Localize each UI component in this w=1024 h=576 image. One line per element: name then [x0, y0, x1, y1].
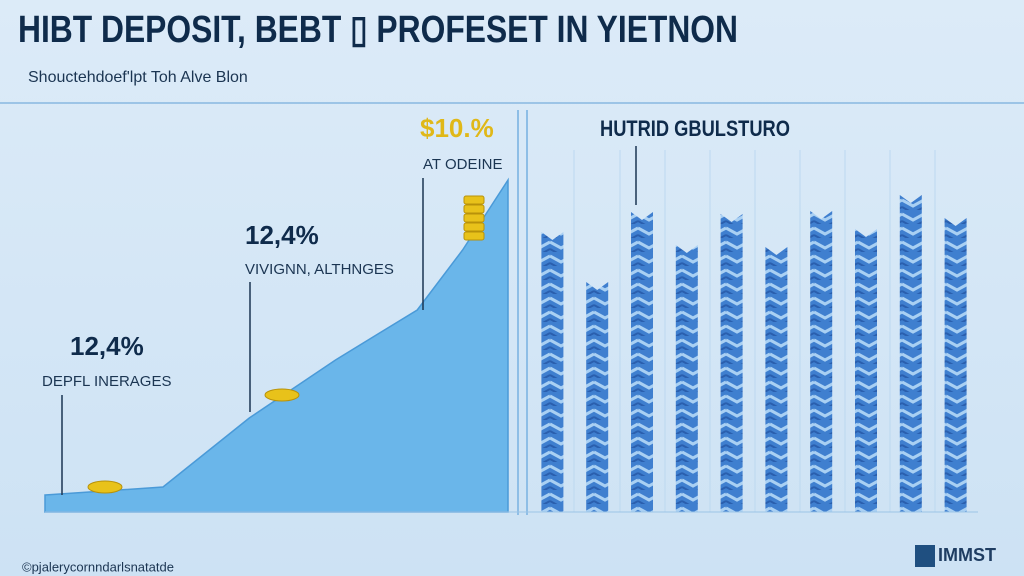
coin — [463, 222, 485, 232]
bar — [720, 214, 743, 512]
bar — [586, 282, 609, 512]
coin — [463, 231, 485, 241]
bar — [541, 232, 564, 512]
coin — [463, 204, 485, 214]
bar — [765, 247, 788, 512]
coin — [87, 480, 123, 494]
bar — [675, 245, 698, 512]
coin — [463, 213, 485, 223]
annotation-label: DEPFL INERAGES — [42, 373, 171, 390]
annotation-value: 12,4% — [245, 220, 319, 250]
bar — [899, 195, 922, 512]
annotation-label: AT ODEINE — [423, 156, 502, 173]
chart-title: HUTRID GBULSTURO — [600, 116, 790, 141]
coin — [463, 195, 485, 205]
subtitle: Shoucteh­doef'lpt Toh Alve Blon — [28, 69, 248, 86]
bar — [944, 218, 967, 512]
logo-icon — [915, 545, 935, 567]
coin — [264, 388, 300, 402]
footer-note: ©pjalerycornndarlsnatatde — [22, 559, 174, 574]
bar — [810, 211, 833, 512]
annotation-label: VIVIGNN, ALTHNGES — [245, 261, 394, 278]
title: HIBT DEPOSIT, BEBT ▯ PROFESET IN YIETNON — [18, 9, 738, 51]
annotation-value: 12,4% — [70, 331, 144, 361]
decor-grid — [573, 150, 936, 512]
logo: IMMST — [938, 545, 996, 565]
bar — [855, 229, 877, 512]
annotation-value: $10.% — [420, 113, 494, 143]
bar — [631, 212, 653, 512]
